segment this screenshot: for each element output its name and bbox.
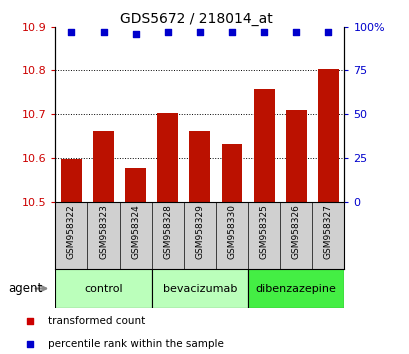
Bar	[189, 131, 210, 202]
Point	[260, 29, 267, 35]
Text: GSM958328: GSM958328	[163, 204, 172, 259]
Text: GSM958329: GSM958329	[195, 204, 204, 259]
Point	[164, 29, 171, 35]
Text: GSM958327: GSM958327	[323, 204, 332, 259]
Text: GSM958326: GSM958326	[291, 204, 300, 259]
Text: agent: agent	[8, 282, 43, 295]
Text: GSM958324: GSM958324	[131, 204, 140, 258]
Bar	[285, 110, 306, 202]
Text: dibenzazepine: dibenzazepine	[255, 284, 336, 293]
Point	[100, 29, 106, 35]
Bar	[61, 159, 82, 202]
Point	[324, 29, 331, 35]
Point	[68, 29, 74, 35]
Bar	[151, 269, 247, 308]
Bar	[221, 144, 242, 202]
Bar	[93, 131, 114, 202]
Point	[292, 29, 299, 35]
Bar	[253, 89, 274, 202]
Text: bevacizumab: bevacizumab	[162, 284, 236, 293]
Point	[27, 341, 33, 347]
Text: GSM958323: GSM958323	[99, 204, 108, 259]
Text: transformed count: transformed count	[47, 316, 144, 326]
Bar	[157, 113, 178, 202]
Text: GSM958325: GSM958325	[259, 204, 268, 259]
Point	[228, 29, 235, 35]
Text: GSM958330: GSM958330	[227, 204, 236, 259]
Text: GSM958322: GSM958322	[67, 204, 76, 258]
Point	[196, 29, 203, 35]
Bar	[317, 69, 338, 202]
Bar	[55, 269, 151, 308]
Text: control: control	[84, 284, 123, 293]
Bar	[247, 269, 344, 308]
Point	[132, 31, 139, 36]
Text: GDS5672 / 218014_at: GDS5672 / 218014_at	[120, 12, 272, 27]
Point	[27, 318, 33, 324]
Text: percentile rank within the sample: percentile rank within the sample	[47, 339, 223, 349]
Bar	[125, 167, 146, 202]
